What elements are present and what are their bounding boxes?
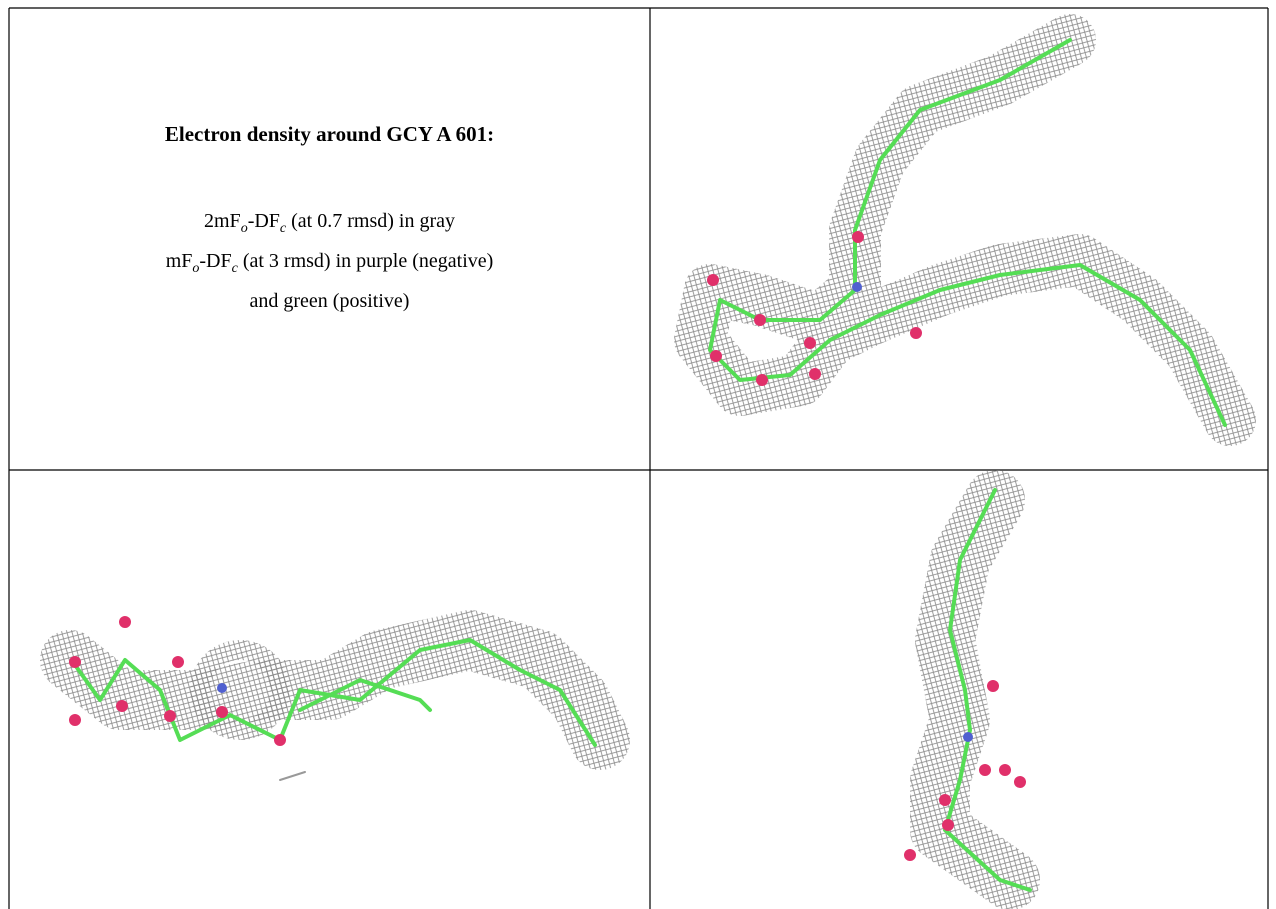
text: mF xyxy=(166,250,193,272)
density-view-3 xyxy=(904,490,1030,890)
legend-line: mFo-DFc (at 3 rmsd) in purple (negative) xyxy=(9,245,650,285)
text: (at 3 rmsd) in purple (negative) xyxy=(238,250,493,272)
text: 2mF xyxy=(204,210,241,232)
text: -DF xyxy=(199,250,231,272)
density-view-2 xyxy=(69,616,600,780)
text: -DF xyxy=(248,210,280,232)
text: (at 0.7 rmsd) in gray xyxy=(286,210,455,232)
page: Electron density around GCY A 601: 2mFo-… xyxy=(0,0,1276,909)
legend-line: and green (positive) xyxy=(9,285,650,318)
density-view-1 xyxy=(700,40,1230,425)
text: and green (positive) xyxy=(250,290,410,312)
legend-line: 2mFo-DFc (at 0.7 rmsd) in gray xyxy=(9,205,650,245)
legend: 2mFo-DFc (at 0.7 rmsd) in gray mFo-DFc (… xyxy=(9,205,650,318)
subscript: o xyxy=(241,221,248,236)
title: Electron density around GCY A 601: xyxy=(9,122,650,147)
